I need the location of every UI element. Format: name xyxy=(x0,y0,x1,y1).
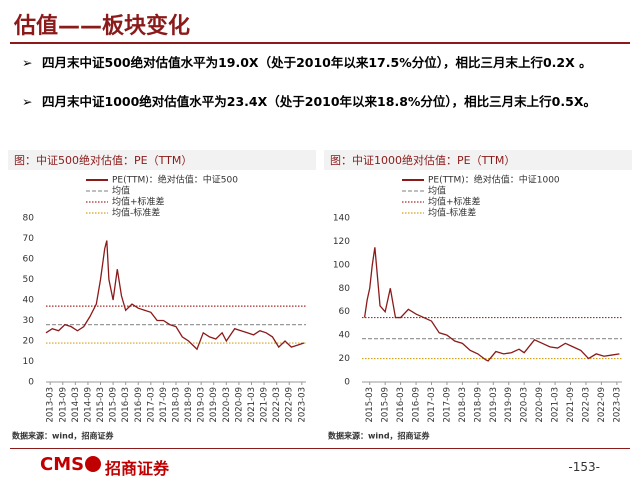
source-note: 数据来源：wind，招商证券 xyxy=(328,431,431,441)
slide-title: 估值——板块变化 xyxy=(14,14,191,39)
legend-label: 均值+标准差 xyxy=(112,196,165,208)
page-number: -153- xyxy=(568,460,600,474)
x-tick-label: 2020-09 xyxy=(234,387,244,423)
x-tick-label: 2015-09 xyxy=(381,387,391,423)
x-tick-label: 2021-09 xyxy=(260,387,270,423)
x-tick-label: 2021-03 xyxy=(551,387,561,423)
x-tick-label: 2014-03 xyxy=(71,387,81,423)
x-tick-label: 2018-09 xyxy=(473,387,483,423)
y-tick-label: 20 xyxy=(23,337,35,347)
footer-rule xyxy=(10,448,630,449)
y-tick-label: 30 xyxy=(23,316,35,326)
x-tick-label: 2016-09 xyxy=(412,387,422,423)
y-tick-label: 20 xyxy=(339,354,351,364)
x-tick-label: 2022-03 xyxy=(581,387,591,423)
chart: 图：中证1000绝对估值：PE（TTM）PE(TTM)：绝对估值：中证1000均… xyxy=(324,150,632,441)
source-note: 数据来源：wind，招商证券 xyxy=(12,431,115,441)
title-bar xyxy=(324,150,632,170)
x-tick-label: 2016-03 xyxy=(121,387,131,423)
series-line xyxy=(45,240,305,351)
chart-title: 图：中证1000绝对估值：PE（TTM） xyxy=(330,153,515,167)
x-tick-label: 2016-03 xyxy=(396,387,406,423)
bullet: 四月末中证1000绝对估值水平为23.4X（处于2010年以来18.8%分位），… xyxy=(22,93,612,111)
bullet: 四月末中证500绝对估值水平为19.0X（处于2010年以来17.5%分位），相… xyxy=(22,54,612,72)
legend-label: 均值 xyxy=(428,185,446,197)
x-tick-label: 2023-03 xyxy=(297,387,307,423)
y-tick-label: 40 xyxy=(339,331,351,341)
legend-label: PE(TTM)：绝对估值：中证500 xyxy=(112,174,238,186)
chart-title: 图：中证500绝对估值：PE（TTM） xyxy=(14,153,192,167)
x-tick-label: 2019-03 xyxy=(489,387,499,423)
y-tick-label: 100 xyxy=(333,260,350,270)
x-tick-label: 2020-03 xyxy=(222,387,232,423)
logo-icon xyxy=(85,456,101,472)
legend-label: 均值+标准差 xyxy=(428,196,481,208)
logo-text: CMS xyxy=(40,454,85,475)
x-tick-label: 2019-03 xyxy=(197,387,207,423)
title-rule xyxy=(10,42,630,44)
title-bar xyxy=(8,150,316,170)
x-tick-label: 2017-03 xyxy=(146,387,156,423)
y-tick-label: 80 xyxy=(339,284,351,294)
y-tick-label: 0 xyxy=(28,378,34,388)
x-tick-label: 2014-09 xyxy=(83,387,93,423)
x-tick-label: 2017-09 xyxy=(159,387,169,423)
x-tick-label: 2013-09 xyxy=(58,387,68,423)
y-tick-label: 80 xyxy=(23,214,35,224)
series-line xyxy=(363,247,620,362)
x-tick-label: 2019-09 xyxy=(504,387,514,423)
x-tick-label: 2016-09 xyxy=(134,387,144,423)
legend-label: PE(TTM)：绝对估值：中证1000 xyxy=(428,174,560,186)
legend-label: 均值 xyxy=(112,185,130,197)
x-tick-label: 2022-03 xyxy=(272,387,282,423)
x-tick-label: 2019-09 xyxy=(209,387,219,423)
legend-label: 均值-标准差 xyxy=(428,207,476,219)
x-tick-label: 2015-03 xyxy=(96,387,106,423)
y-tick-label: 0 xyxy=(344,378,350,388)
x-tick-label: 2015-09 xyxy=(109,387,119,423)
y-tick-label: 140 xyxy=(333,214,350,224)
x-tick-label: 2023-03 xyxy=(612,387,622,423)
y-tick-label: 120 xyxy=(333,237,350,247)
x-tick-label: 2022-09 xyxy=(597,387,607,423)
y-tick-label: 50 xyxy=(23,275,35,285)
x-tick-label: 2018-09 xyxy=(184,387,194,423)
x-tick-label: 2017-03 xyxy=(427,387,437,423)
y-tick-label: 60 xyxy=(339,307,351,317)
y-tick-label: 40 xyxy=(23,296,35,306)
y-tick-label: 60 xyxy=(23,255,35,265)
x-tick-label: 2015-03 xyxy=(365,387,375,423)
x-tick-label: 2018-03 xyxy=(172,387,182,423)
y-tick-label: 10 xyxy=(23,357,35,367)
x-tick-label: 2017-09 xyxy=(442,387,452,423)
legend-label: 均值-标准差 xyxy=(112,207,160,219)
chart: 图：中证500绝对估值：PE（TTM）PE(TTM)：绝对估值：中证500均值均… xyxy=(8,150,316,441)
y-tick-label: 70 xyxy=(23,234,35,244)
x-tick-label: 2022-09 xyxy=(285,387,295,423)
x-tick-label: 2021-03 xyxy=(247,387,257,423)
x-tick-label: 2013-03 xyxy=(46,387,56,423)
x-tick-label: 2020-03 xyxy=(520,387,530,423)
x-tick-label: 2021-09 xyxy=(566,387,576,423)
x-tick-label: 2020-09 xyxy=(535,387,545,423)
logo-text: 招商证券 xyxy=(105,459,170,478)
x-tick-label: 2018-03 xyxy=(458,387,468,423)
